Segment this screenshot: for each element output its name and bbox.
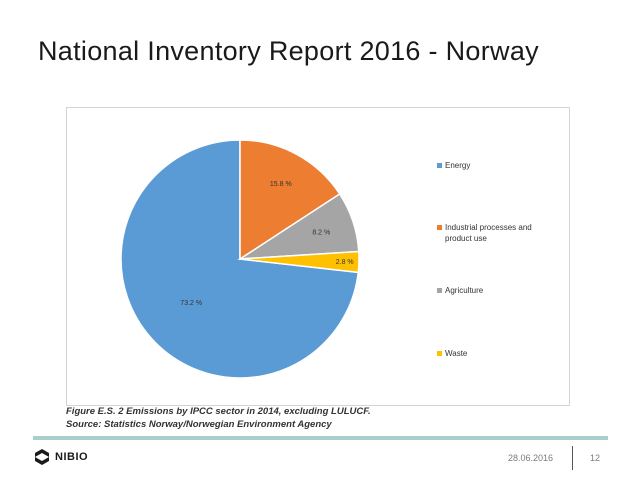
footer-rule xyxy=(33,436,608,440)
legend-label-energy: Energy xyxy=(445,161,471,170)
legend-item-agriculture: Agriculture xyxy=(437,285,555,296)
caption-source: Source: Statistics Norway/Norwegian Envi… xyxy=(66,419,332,430)
data-label-agriculture: 8.2 % xyxy=(312,230,330,237)
pie-chart: 73.2 % 15.8 % 8.2 % 2.8 % Energy Industrial… xyxy=(66,107,570,406)
data-label-waste: 2.8 % xyxy=(336,259,354,266)
legend-label-agriculture: Agriculture xyxy=(445,286,484,295)
legend-label-industrial: Industrial processes and product use xyxy=(445,223,532,243)
page-number: 12 xyxy=(590,453,601,463)
legend-label-waste: Waste xyxy=(445,349,468,358)
legend-item-industrial: Industrial processes and product use xyxy=(437,222,555,244)
legend-item-waste: Waste xyxy=(437,348,555,359)
data-label-energy: 73.2 % xyxy=(180,300,202,307)
footer-date: 28.06.2016 xyxy=(508,453,554,463)
legend-swatch-agriculture xyxy=(437,288,442,293)
legend-swatch-industrial xyxy=(437,225,442,230)
data-label-industrial: 15.8 % xyxy=(270,181,292,188)
nibio-logo-icon xyxy=(35,449,49,465)
footer-separator xyxy=(572,446,573,470)
legend-swatch-energy xyxy=(437,163,442,168)
figure-caption: Figure E.S. 2 Emissions by IPCC sector i… xyxy=(66,405,371,431)
pie-slice-industrial xyxy=(239,139,341,261)
legend-swatch-waste xyxy=(437,351,442,356)
logo-text: NIBIO xyxy=(55,451,89,463)
pie-chart-svg: 73.2 % 15.8 % 8.2 % 2.8 % xyxy=(120,139,360,379)
slide-title: National Inventory Report 2016 - Norway xyxy=(38,36,539,66)
pie-slice-waste xyxy=(239,250,360,274)
caption-title: Figure E.S. 2 Emissions by IPCC sector i… xyxy=(66,406,371,417)
legend-item-energy: Energy xyxy=(437,160,555,171)
